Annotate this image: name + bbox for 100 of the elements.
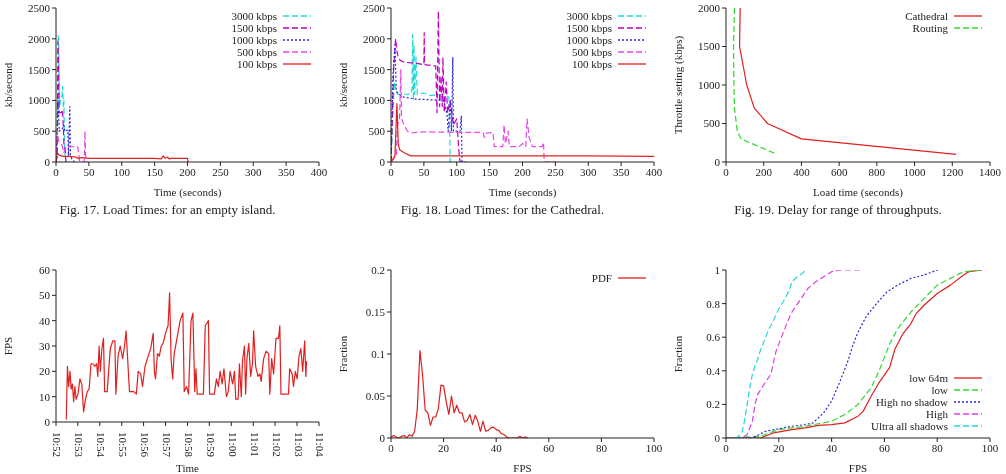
line-series bbox=[56, 152, 189, 162]
y-tick-label: 2500 bbox=[28, 1, 51, 14]
y-tick-label: 1000 bbox=[698, 78, 721, 91]
y-tick-label: 0.8 bbox=[706, 297, 721, 310]
x-axis-title: Load time (seconds) bbox=[813, 186, 904, 199]
legend-label: High no shadow bbox=[875, 396, 948, 408]
x-axis-title: FPS bbox=[513, 462, 532, 474]
y-axis-title: Fraction bbox=[336, 335, 349, 373]
x-axis-title: Time (seconds) bbox=[488, 186, 557, 199]
legend-label: 1000 kbps bbox=[566, 34, 612, 46]
x-tick-label: 20 bbox=[773, 441, 785, 454]
y-tick-label: 0 bbox=[714, 155, 721, 168]
x-tick-label: 250 bbox=[212, 165, 230, 178]
line-series bbox=[56, 99, 76, 162]
y-tick-label: 0 bbox=[379, 155, 386, 168]
x-tick-label: 0 bbox=[53, 165, 60, 178]
x-tick-label: 10:55 bbox=[117, 432, 130, 458]
x-tick-label: 150 bbox=[481, 165, 499, 178]
y-axis-title: kb/second bbox=[336, 62, 349, 108]
legend-label: 1000 kbps bbox=[231, 34, 277, 46]
legend-label: 1500 kbps bbox=[231, 22, 277, 34]
line-series bbox=[56, 130, 88, 162]
y-tick-label: 2000 bbox=[363, 32, 386, 45]
y-tick-label: 500 bbox=[368, 125, 386, 138]
y-tick-label: 1500 bbox=[363, 63, 386, 76]
y-tick-label: 1000 bbox=[363, 94, 386, 107]
y-tick-label: 0.2 bbox=[706, 398, 720, 411]
x-tick-label: 250 bbox=[547, 165, 565, 178]
x-tick-label: 50 bbox=[418, 165, 430, 178]
x-axis-title: FPS bbox=[848, 462, 868, 474]
y-tick-label: 0.2 bbox=[371, 263, 385, 276]
legend-label: Cathedral bbox=[905, 10, 948, 22]
y-axis-title: kb/second bbox=[1, 62, 14, 108]
x-tick-label: 300 bbox=[580, 165, 597, 178]
x-tick-label: 0 bbox=[723, 165, 730, 178]
y-tick-label: 1000 bbox=[28, 94, 51, 107]
x-tick-label: 0 bbox=[388, 441, 395, 454]
y-tick-label: 10 bbox=[39, 390, 51, 403]
y-tick-label: 0.15 bbox=[365, 305, 386, 318]
x-tick-label: 40 bbox=[826, 441, 838, 454]
x-tick-label: 80 bbox=[931, 441, 944, 454]
x-tick-label: 1200 bbox=[941, 165, 964, 178]
legend-label: 100 kbps bbox=[571, 58, 612, 70]
legend-label: 100 kbps bbox=[236, 58, 277, 70]
x-tick-label: 11:01 bbox=[248, 432, 261, 457]
x-tick-label: 10:58 bbox=[182, 432, 195, 458]
x-tick-label: 10:52 bbox=[51, 432, 64, 458]
x-tick-label: 10:57 bbox=[161, 432, 174, 458]
y-axis-title: Fraction bbox=[671, 335, 684, 373]
text: Fig. 17. Load Times: for an empty island. bbox=[58, 202, 277, 218]
line-series bbox=[65, 292, 308, 421]
y-tick-label: 0 bbox=[44, 415, 51, 428]
x-tick-label: 100 bbox=[645, 441, 663, 454]
x-tick-label: 10:54 bbox=[95, 432, 108, 458]
x-tick-label: 1400 bbox=[979, 165, 1002, 178]
legend-label: High bbox=[926, 408, 948, 420]
legend-label: 3000 kbps bbox=[231, 10, 277, 22]
y-axis-title: FPS bbox=[1, 336, 14, 356]
x-axis-title: Time (seconds) bbox=[153, 186, 222, 199]
x-tick-label: 10:56 bbox=[139, 432, 152, 458]
y-tick-label: 1 bbox=[714, 263, 720, 276]
y-tick-label: 500 bbox=[33, 125, 51, 138]
x-tick-label: 350 bbox=[612, 165, 630, 178]
x-tick-label: 100 bbox=[448, 165, 466, 178]
y-tick-label: 50 bbox=[39, 289, 51, 302]
x-tick-label: 0 bbox=[388, 165, 395, 178]
x-tick-label: 350 bbox=[277, 165, 295, 178]
x-tick-label: 200 bbox=[514, 165, 532, 178]
y-tick-label: 20 bbox=[39, 365, 51, 378]
x-tick-label: 400 bbox=[793, 165, 811, 178]
y-tick-label: 1500 bbox=[698, 40, 721, 53]
x-tick-label: 400 bbox=[645, 165, 663, 178]
y-tick-label: 2500 bbox=[363, 1, 386, 14]
x-tick-label: 100 bbox=[981, 441, 999, 454]
text: Fig. 19. Delay for range of throughputs. bbox=[733, 202, 943, 218]
y-tick-label: 0.05 bbox=[365, 389, 386, 402]
legend-label: 3000 kbps bbox=[566, 10, 612, 22]
legend-label: low bbox=[931, 384, 948, 396]
y-tick-label: 2000 bbox=[698, 1, 721, 14]
x-tick-label: 1000 bbox=[903, 165, 927, 178]
legend-label: Ultra all shadows bbox=[871, 420, 948, 432]
y-tick-label: 0.6 bbox=[706, 331, 721, 344]
line-series bbox=[738, 8, 957, 155]
text: Fig. 18. Load Times: for the Cathedral. bbox=[399, 202, 606, 218]
x-tick-label: 11:03 bbox=[292, 432, 305, 458]
x-axis-title: Time bbox=[176, 462, 200, 474]
x-tick-label: 40 bbox=[490, 441, 503, 454]
y-tick-label: 40 bbox=[39, 314, 51, 327]
legend-label: Routing bbox=[912, 22, 948, 34]
y-tick-label: 1500 bbox=[28, 63, 51, 76]
x-tick-label: 80 bbox=[595, 441, 608, 454]
x-tick-label: 11:02 bbox=[270, 432, 283, 457]
legend-label: low 64m bbox=[909, 372, 948, 384]
x-tick-label: 600 bbox=[830, 165, 848, 178]
x-tick-label: 60 bbox=[878, 441, 891, 454]
x-tick-label: 11:04 bbox=[314, 432, 327, 458]
x-tick-label: 150 bbox=[146, 165, 164, 178]
legend-label: 1500 kbps bbox=[566, 22, 612, 34]
legend-label: 500 kbps bbox=[236, 46, 277, 58]
y-tick-label: 60 bbox=[39, 263, 51, 276]
